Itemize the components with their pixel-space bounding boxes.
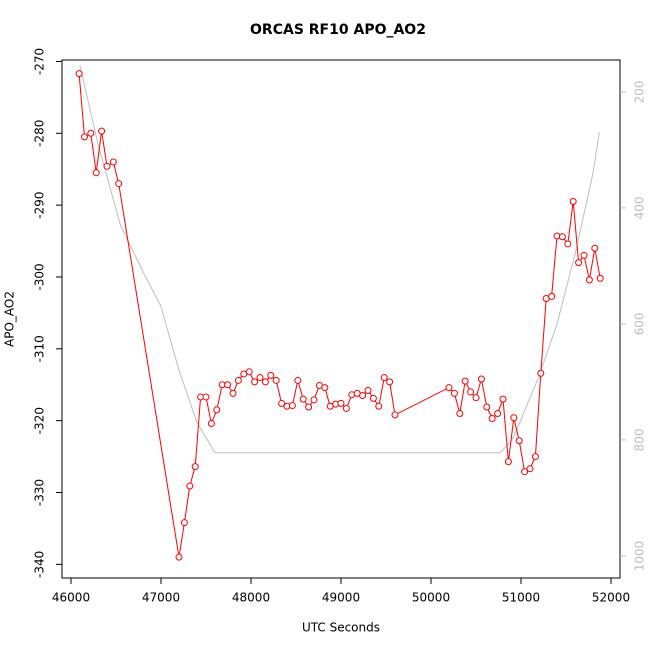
data-point bbox=[98, 127, 106, 135]
data-point bbox=[234, 376, 242, 384]
plot-box bbox=[61, 59, 621, 579]
data-point bbox=[580, 251, 588, 259]
data-point bbox=[526, 465, 534, 473]
y-tick-label: -330 bbox=[33, 479, 47, 506]
data-point bbox=[369, 394, 377, 402]
x-tick-label: 46000 bbox=[52, 591, 90, 605]
data-point bbox=[445, 384, 453, 392]
data-point bbox=[321, 384, 329, 392]
y-tick-label: -310 bbox=[33, 335, 47, 362]
data-point bbox=[261, 378, 269, 386]
data-point bbox=[537, 369, 545, 377]
y-tick-label: -280 bbox=[33, 120, 47, 147]
chart-title: ORCAS RF10 APO_AO2 bbox=[250, 22, 426, 38]
data-point bbox=[103, 162, 111, 170]
x-tick-label: 47000 bbox=[142, 591, 180, 605]
data-point bbox=[499, 395, 507, 403]
data-point bbox=[494, 409, 502, 417]
y2-tick-label: 400 bbox=[633, 196, 647, 219]
y-axis-label: APO_AO2 bbox=[3, 291, 17, 347]
data-point bbox=[305, 403, 313, 411]
data-point bbox=[585, 276, 593, 284]
data-point bbox=[224, 381, 232, 389]
data-point bbox=[456, 409, 464, 417]
data-point bbox=[251, 378, 259, 386]
data-point bbox=[548, 292, 556, 300]
data-point bbox=[267, 371, 275, 379]
data-point bbox=[450, 389, 458, 397]
data-point bbox=[472, 394, 480, 402]
data-point bbox=[364, 386, 372, 394]
x-axis-label: UTC Seconds bbox=[302, 621, 380, 635]
data-point bbox=[575, 259, 583, 267]
y-tick-label: -340 bbox=[33, 551, 47, 578]
data-point bbox=[375, 402, 383, 410]
data-point bbox=[245, 368, 253, 376]
data-point bbox=[591, 244, 599, 252]
data-point bbox=[359, 392, 367, 400]
data-point bbox=[477, 375, 485, 383]
data-point bbox=[272, 376, 280, 384]
y-tick-label: -300 bbox=[33, 263, 47, 290]
data-point bbox=[213, 406, 221, 414]
y2-tick-label: 800 bbox=[633, 428, 647, 451]
x-tick-label: 48000 bbox=[232, 591, 270, 605]
data-point bbox=[115, 180, 123, 188]
data-point bbox=[391, 411, 399, 419]
data-point bbox=[467, 388, 475, 396]
data-point bbox=[521, 468, 529, 476]
data-point bbox=[87, 129, 95, 137]
data-point bbox=[515, 437, 523, 445]
data-point bbox=[337, 399, 345, 407]
y2-tick-label: 200 bbox=[633, 80, 647, 103]
data-point bbox=[294, 376, 302, 384]
y-tick-label: -290 bbox=[33, 192, 47, 219]
y-tick-label: -270 bbox=[33, 48, 47, 75]
data-point bbox=[510, 414, 518, 422]
data-point bbox=[202, 393, 210, 401]
data-point bbox=[81, 133, 88, 141]
data-point bbox=[488, 415, 496, 423]
series-line bbox=[78, 73, 601, 558]
data-point bbox=[596, 274, 604, 282]
x-tick-label: 50000 bbox=[412, 591, 450, 605]
data-point bbox=[229, 389, 237, 397]
x-tick-label: 51000 bbox=[502, 591, 540, 605]
data-point bbox=[531, 453, 539, 461]
data-point bbox=[278, 399, 286, 407]
y2-tick-label: 600 bbox=[633, 312, 647, 335]
x-tick-label: 49000 bbox=[322, 591, 360, 605]
series-line bbox=[79, 65, 600, 454]
data-point bbox=[564, 240, 572, 248]
data-point bbox=[504, 458, 512, 466]
data-point bbox=[191, 463, 199, 471]
data-point bbox=[186, 482, 194, 490]
data-point bbox=[461, 377, 469, 385]
data-point bbox=[569, 198, 577, 206]
x-tick-label: 52000 bbox=[592, 591, 630, 605]
data-point bbox=[109, 158, 117, 166]
data-point bbox=[207, 420, 215, 428]
data-point bbox=[380, 374, 388, 382]
data-point bbox=[92, 169, 100, 177]
data-point bbox=[386, 378, 394, 386]
y-tick-label: -320 bbox=[33, 407, 47, 434]
data-point bbox=[310, 396, 318, 404]
data-point bbox=[180, 519, 188, 527]
data-point bbox=[483, 403, 491, 411]
data-point bbox=[558, 233, 566, 241]
data-point bbox=[75, 70, 83, 78]
data-point bbox=[342, 404, 350, 412]
y2-tick-label: 1000 bbox=[633, 541, 647, 572]
data-point bbox=[175, 553, 183, 561]
data-point bbox=[256, 374, 264, 382]
data-point bbox=[299, 395, 307, 403]
data-point bbox=[288, 402, 296, 410]
